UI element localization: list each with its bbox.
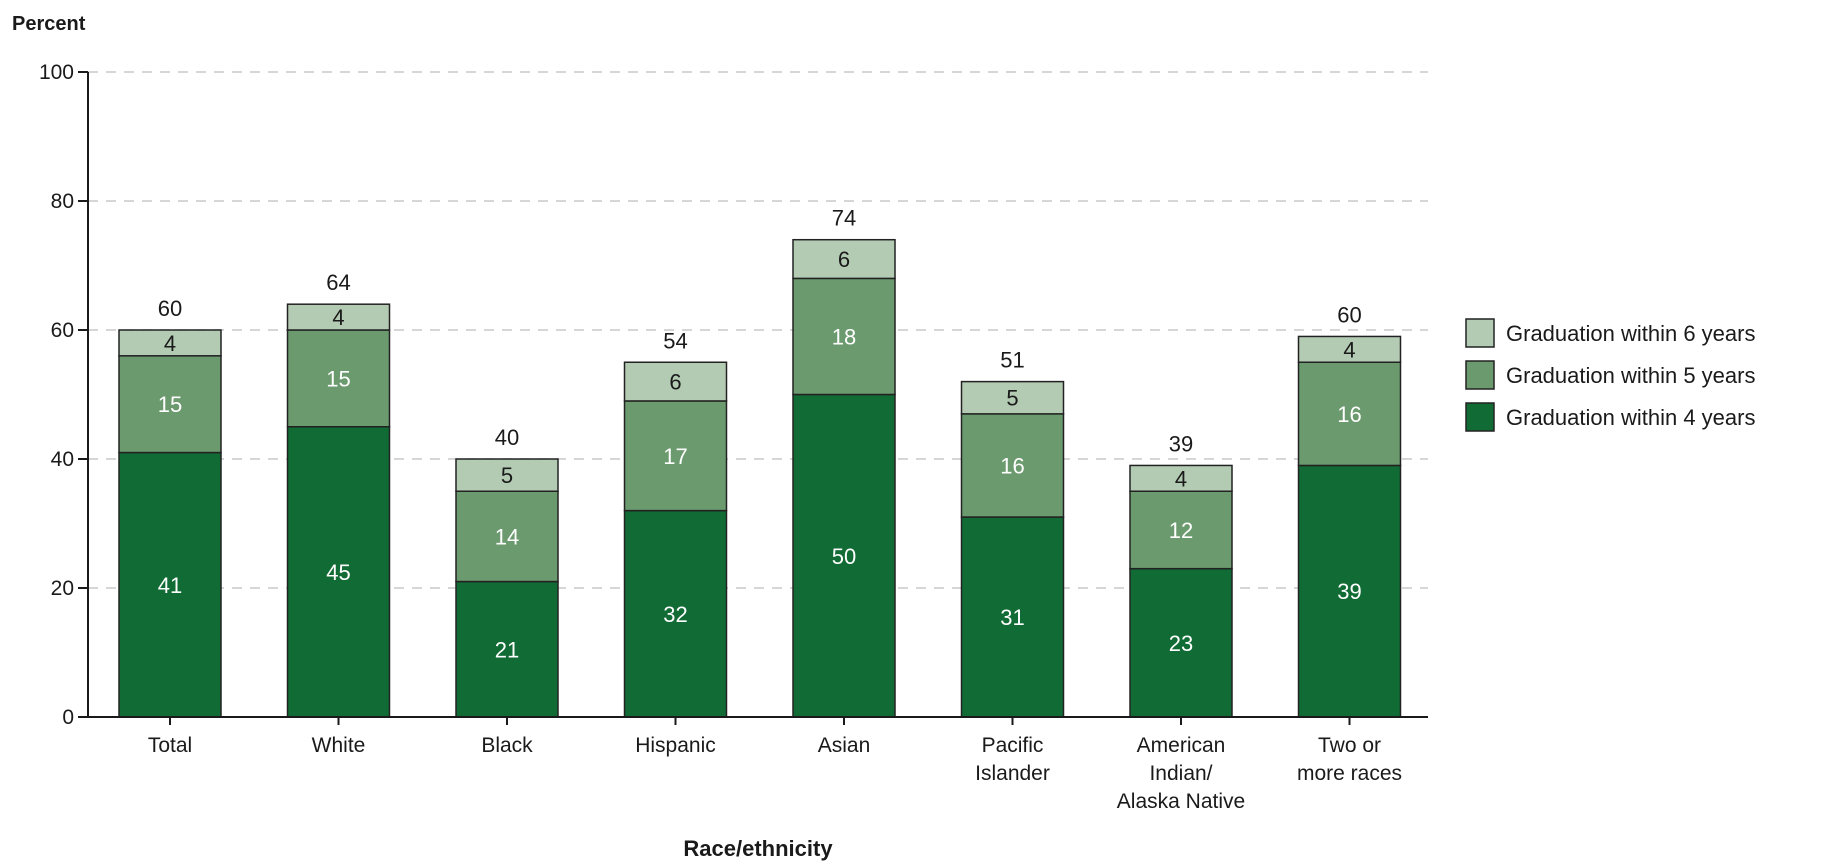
bar-segment [1297,361,1402,467]
bar-segment [286,303,391,331]
bar-total-label: 64 [326,270,350,295]
bar-value-label: 15 [326,366,350,391]
legend-swatch [1465,318,1495,348]
bar-value-label: 45 [326,560,350,585]
legend-swatch [1465,360,1495,390]
bar-total-label: 60 [1337,302,1361,327]
bar-segment [1129,490,1233,570]
bar-value-label: 16 [1337,402,1361,427]
category-label: more races [1297,762,1402,785]
y-tick-label: 20 [51,577,74,600]
bar-segment [1129,567,1233,718]
y-tick-label: 100 [39,61,74,84]
bar-segment [792,393,896,718]
bar-value-label: 32 [663,602,687,627]
y-tick-label: 0 [62,706,74,729]
category-label: Black [481,734,533,757]
y-axis-ticks: 0 20 40 60 80 100 [39,61,88,729]
bar-value-label: 5 [1006,386,1018,411]
bar-segment [118,451,222,718]
bar-value-label: 4 [164,331,176,356]
bar-segment [455,490,559,583]
bar-value-label: 39 [1337,579,1361,604]
category-label: Alaska Native [1117,790,1245,813]
legend-swatch [1465,402,1495,432]
y-tick-label: 60 [51,319,74,342]
category-label: Total [148,734,192,757]
bar-segment [792,238,896,280]
bar-value-label: 50 [832,544,856,569]
legend-label: Graduation within 4 years [1506,405,1755,430]
bars: 4115460451546421145403217654501867431165… [118,206,1402,718]
bar-value-label: 5 [501,463,513,488]
y-axis-label: Percent [12,13,86,35]
bar-segment [623,509,728,718]
category-label: Two or [1318,734,1381,757]
bar-segment [623,400,728,512]
legend-label: Graduation within 6 years [1506,321,1755,346]
bar-value-label: 6 [838,247,850,272]
bar-total-label: 39 [1169,431,1193,456]
bar-value-label: 4 [1175,466,1187,491]
bar-value-label: 18 [832,324,856,349]
x-axis-label: Race/ethnicity [683,836,833,861]
category-label: Asian [818,734,871,757]
bar-segment [455,458,559,492]
legend-label: Graduation within 5 years [1506,363,1755,388]
category-label: Pacific [982,734,1044,757]
bar-value-label: 41 [158,573,182,598]
category-label: Hispanic [635,734,716,757]
bar-value-label: 17 [663,444,687,469]
bar-segment [623,361,728,402]
bar-value-label: 4 [1343,337,1355,362]
bar-value-label: 4 [332,305,344,330]
bar-value-label: 31 [1000,605,1024,630]
category-label: Islander [975,762,1050,785]
bar-value-label: 15 [158,392,182,417]
bar-value-label: 6 [669,370,681,395]
category-label: American [1137,734,1226,757]
bar-segment [118,329,222,357]
bar-segment [1297,464,1402,718]
bar-value-label: 21 [495,637,519,662]
bar-value-label: 16 [1000,453,1024,478]
bar-segment [1129,464,1233,493]
bar-segment [1297,335,1402,364]
bar-total-label: 54 [663,328,687,353]
bar-total-label: 74 [832,206,856,231]
bar-value-label: 23 [1169,631,1193,656]
category-label: Indian/ [1149,762,1212,785]
bar-value-label: 12 [1169,518,1193,543]
bar-segment [286,329,391,428]
legend: Graduation within 6 years Graduation with… [1465,318,1755,432]
category-label: White [312,734,366,757]
bar-segment [118,355,222,454]
bar-segment [286,426,391,718]
bar-segment [960,516,1065,718]
bar-total-label: 51 [1000,348,1024,373]
bar-segment [960,380,1065,415]
y-tick-label: 40 [51,448,74,471]
bar-total-label: 60 [158,296,182,321]
category-labels: Total White Black Hispanic Asian Pacific Islan… [148,717,1402,813]
y-tick-label: 80 [51,190,74,213]
bar-value-label: 14 [495,524,519,549]
bar-total-label: 40 [495,425,519,450]
